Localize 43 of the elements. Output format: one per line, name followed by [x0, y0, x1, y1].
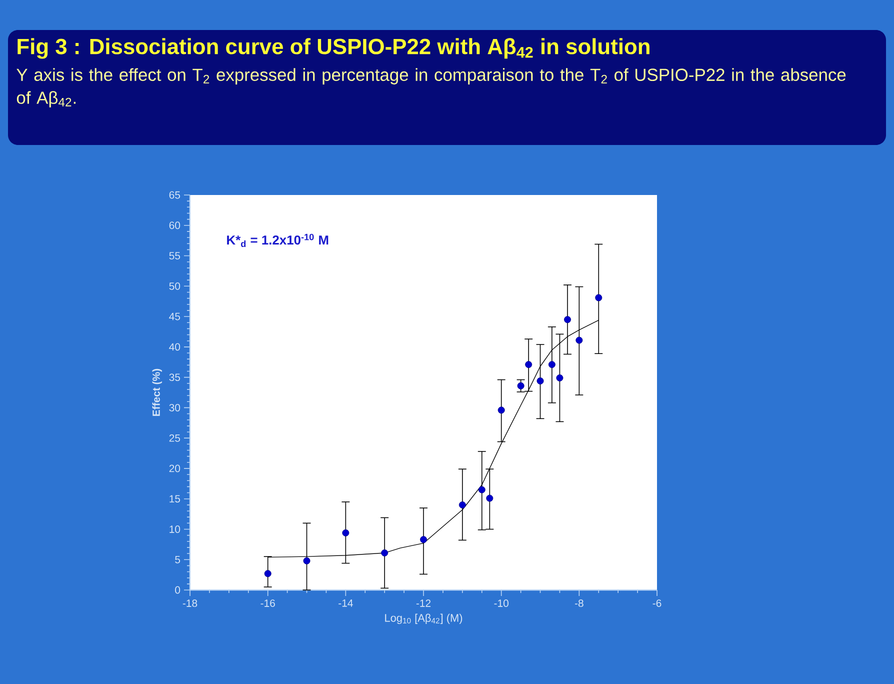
- y-tick-label: 0: [175, 586, 180, 594]
- y-tick-label: 50: [169, 282, 180, 290]
- y-tick-label: 15: [170, 495, 180, 502]
- point: [556, 374, 564, 382]
- x-tick-label: -14: [338, 600, 353, 607]
- point: [525, 361, 532, 368]
- point: [478, 486, 486, 494]
- point: [458, 501, 466, 508]
- point: [498, 406, 505, 414]
- point: [595, 294, 602, 302]
- point: [303, 557, 310, 564]
- chart-title: Fig 3 : Dissociation curve of USPIO-P22 with Aβ$_{42}$ in solution: [18, 38, 650, 59]
- x-tick-label: -6: [652, 600, 662, 607]
- y-tick-label: 35: [169, 374, 180, 382]
- point: [342, 529, 350, 536]
- point: [564, 316, 571, 324]
- x-tick-label: -16: [260, 600, 275, 607]
- x-tick-label: -18: [182, 600, 198, 607]
- x-tick-label: -10: [494, 600, 508, 607]
- point: [420, 536, 427, 544]
- point: [264, 570, 272, 578]
- annotation: K*$_{d}$ = 1.2x10$^{-10}$ M: [227, 234, 328, 248]
- text: Y axis is the effect on T$_{2}$ expressed in percentage in comparaison to the T$_{2}$ of USPIO-P22 in the absence of Aβ$_{42}$.: [16, 68, 846, 108]
- point: [381, 549, 388, 556]
- y-tick-label: 45: [169, 312, 180, 320]
- y-tick-label: 40: [169, 343, 180, 351]
- y-tick-label: 65: [169, 191, 180, 199]
- x-tick-label: -8: [574, 600, 584, 607]
- y-tick-label: 10: [170, 526, 180, 533]
- y-axis-title: Effect (%): [152, 368, 162, 416]
- x-axis-title: Log$_{10}$ [Aβ$_{42}$] (M): [385, 614, 462, 624]
- point: [548, 361, 556, 368]
- point: [536, 377, 544, 384]
- y-tick-label: 30: [169, 404, 180, 412]
- y-tick-label: 5: [175, 556, 180, 564]
- y-tick-label: 60: [169, 222, 180, 230]
- point: [486, 494, 494, 502]
- y-tick-label: 55: [169, 252, 180, 260]
- y-tick-label: 25: [169, 434, 180, 442]
- point: [517, 382, 524, 390]
- y-tick-label: 20: [169, 464, 180, 472]
- point: [576, 336, 583, 344]
- x-tick-label: -12: [416, 600, 431, 607]
